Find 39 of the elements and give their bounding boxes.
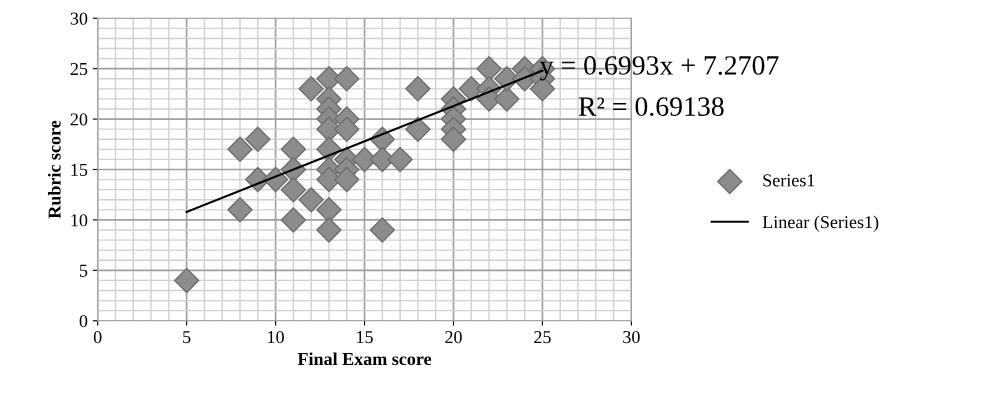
point <box>280 207 307 233</box>
x-tick-label: 20 <box>445 330 462 344</box>
y-axis-title: Rubric score <box>47 120 61 219</box>
x-tick-label: 0 <box>93 330 102 344</box>
legend-label: Linear (Series1) <box>762 215 879 232</box>
point <box>494 86 520 112</box>
point <box>405 116 431 142</box>
point <box>280 176 307 203</box>
x-axis-title: Final Exam score <box>297 352 432 366</box>
point <box>334 166 360 193</box>
x-tick-label: 10 <box>268 330 284 344</box>
point <box>227 136 253 163</box>
point <box>227 197 253 223</box>
point <box>440 126 467 152</box>
point <box>369 217 396 243</box>
y-tick-label: 5 <box>79 264 88 277</box>
x-tick-label: 5 <box>183 331 191 344</box>
point <box>334 66 360 92</box>
point <box>298 187 324 213</box>
annotation: R² = 0.69138 <box>578 97 724 117</box>
y-tick-label: 20 <box>70 113 88 126</box>
x-tick-label: 30 <box>623 330 640 344</box>
y-tick-label: 15 <box>71 163 88 176</box>
point <box>405 76 431 102</box>
y-tick-label: 10 <box>71 214 88 227</box>
legend-label: Series1 <box>763 174 815 187</box>
point <box>298 76 324 102</box>
y-tick-label: 0 <box>79 315 88 328</box>
point <box>334 116 360 142</box>
x-tick-label: 25 <box>534 331 551 344</box>
x-tick-label: 15 <box>357 331 373 344</box>
y-tick-label: 30 <box>70 12 88 25</box>
annotation: y = 0.6993x + 7.2707 <box>540 56 779 81</box>
point <box>387 146 413 173</box>
point <box>316 217 342 243</box>
point <box>245 126 271 152</box>
y-tick-label: 25 <box>70 62 88 76</box>
point <box>173 267 200 294</box>
point <box>316 197 342 223</box>
